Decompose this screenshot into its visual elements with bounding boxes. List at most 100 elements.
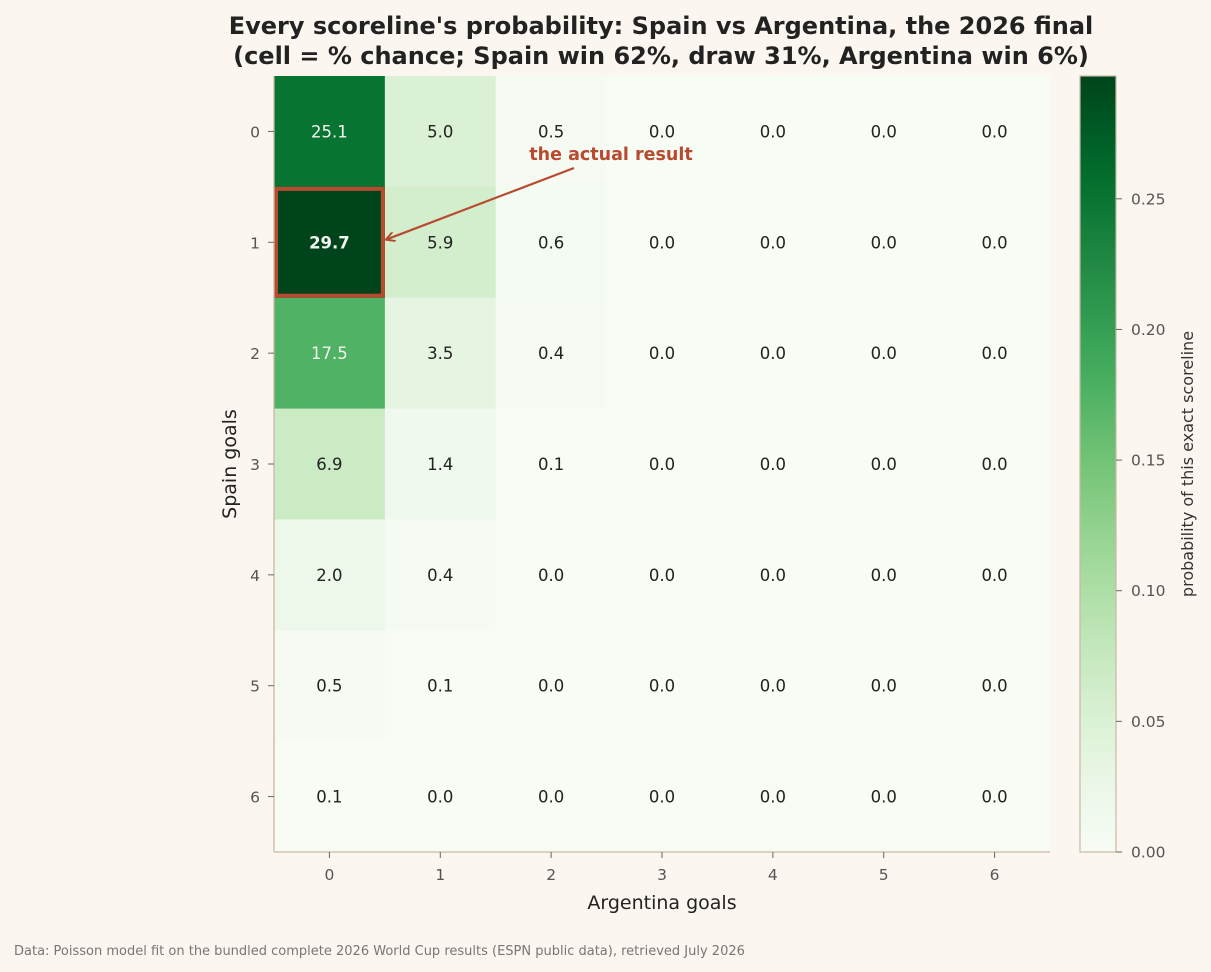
heatmap-cell-r6-c6 — [939, 741, 1051, 853]
heatmap-cell-r3-c3 — [606, 408, 718, 520]
cell-value-r6-c1: 0.0 — [427, 788, 453, 807]
cell-value-r0-c4: 0.0 — [760, 122, 786, 141]
heatmap-cell-r0-c6 — [939, 76, 1051, 188]
colorbar: 0.00 0.05 0.10 0.15 0.20 0.25 probability of … — [1079, 75, 1197, 862]
cell-value-r3-c3: 0.0 — [649, 455, 675, 474]
heatmap-cell-r0-c4 — [717, 76, 829, 188]
cell-value-r2-c5: 0.0 — [871, 344, 897, 363]
heatmap-cell-r3-c1 — [384, 408, 497, 520]
heatmap-cell-r0-c2 — [495, 76, 608, 188]
y-tick-label-3: 3 — [250, 456, 260, 474]
heatmap-cell-r2-c5 — [828, 297, 940, 410]
chart-title-line-2: (cell = % chance; Spain win 62%, draw 31… — [233, 42, 1089, 70]
cell-value-r5-c4: 0.0 — [760, 677, 786, 696]
heatmap-cell-r4-c2 — [495, 519, 608, 631]
cell-value-r4-c4: 0.0 — [760, 566, 786, 585]
y-tick-label-6: 6 — [250, 789, 260, 807]
colorbar-label: probability of this exact scoreline — [1178, 331, 1197, 597]
x-tick-label-5: 5 — [879, 866, 889, 884]
heatmap-cell-r1-c6 — [939, 186, 1051, 299]
cell-value-r2-c2: 0.4 — [538, 344, 564, 363]
cell-value-r3-c6: 0.0 — [981, 455, 1007, 474]
heatmap-cell-r5-c3 — [606, 630, 718, 742]
x-tick-label-6: 6 — [990, 866, 1000, 884]
cell-value-r6-c3: 0.0 — [649, 788, 675, 807]
chart-title-line-1: Every scoreline's probability: Spain vs … — [229, 12, 1094, 40]
heatmap-cell-r5-c6 — [939, 630, 1051, 742]
heatmap-cell-r5-c2 — [495, 630, 608, 742]
heatmap-cell-r4-c6 — [939, 519, 1051, 631]
cell-value-r1-c3: 0.0 — [649, 233, 675, 252]
cell-value-r5-c1: 0.1 — [427, 677, 453, 696]
chart-title: Every scoreline's probability: Spain vs … — [229, 12, 1094, 70]
x-axis-ticks: 0 1 2 3 4 5 6 — [324, 852, 1000, 884]
cell-value-r2-c1: 3.5 — [427, 344, 453, 363]
cell-value-r6-c0: 0.1 — [316, 788, 342, 807]
heatmap-cell-r0-c5 — [828, 76, 940, 188]
cell-value-r0-c3: 0.0 — [649, 122, 675, 141]
cell-value-r2-c0: 17.5 — [311, 344, 348, 363]
cell-value-r5-c0: 0.5 — [316, 677, 342, 696]
cell-value-r4-c2: 0.0 — [538, 566, 564, 585]
cell-value-r5-c2: 0.0 — [538, 677, 564, 696]
x-tick-label-4: 4 — [768, 866, 778, 884]
cell-value-r4-c1: 0.4 — [427, 566, 453, 585]
cell-value-r6-c6: 0.0 — [981, 788, 1007, 807]
cell-value-r2-c3: 0.0 — [649, 344, 675, 363]
heatmap-cell-r6-c3 — [606, 741, 718, 853]
heatmap-cell-r5-c0 — [274, 630, 386, 742]
cell-value-r3-c0: 6.9 — [316, 455, 342, 474]
cell-value-r2-c6: 0.0 — [981, 344, 1007, 363]
cell-value-r5-c3: 0.0 — [649, 677, 675, 696]
heatmap-cell-r2-c3 — [606, 297, 718, 410]
colorbar-tick-label-0.05: 0.05 — [1131, 713, 1166, 731]
heatmap-cell-r5-c4 — [717, 630, 829, 742]
heatmap-cell-r2-c2 — [495, 297, 608, 410]
cell-value-r1-c4: 0.0 — [760, 233, 786, 252]
heatmap-cell-r4-c3 — [606, 519, 718, 631]
highlight-group: the actual result — [274, 145, 693, 298]
y-tick-label-5: 5 — [250, 678, 260, 696]
heatmap-cell-r4-c4 — [717, 519, 829, 631]
y-axis-label: Spain goals — [219, 409, 241, 519]
cell-value-r0-c0: 25.1 — [311, 122, 348, 141]
cell-value-r1-c2: 0.6 — [538, 233, 564, 252]
heatmap-cell-r1-c4 — [717, 186, 829, 299]
data-source-footer: Data: Poisson model fit on the bundled c… — [14, 944, 745, 959]
cell-value-r0-c6: 0.0 — [981, 122, 1007, 141]
heatmap-cell-r3-c5 — [828, 408, 940, 520]
highlight-box — [274, 186, 385, 298]
heatmap-cell-r3-c4 — [717, 408, 829, 520]
heatmap-cell-r0-c1 — [384, 76, 497, 188]
x-tick-label-0: 0 — [324, 866, 334, 884]
heatmap-cell-r1-c3 — [606, 186, 718, 299]
heatmap-cell-r6-c4 — [717, 741, 829, 853]
y-axis-ticks: 0 1 2 3 4 5 6 — [250, 123, 274, 807]
cell-value-r1-c5: 0.0 — [871, 233, 897, 252]
cell-value-r2-c4: 0.0 — [760, 344, 786, 363]
cell-value-r3-c2: 0.1 — [538, 455, 564, 474]
cell-labels: 25.1 5.0 0.5 0.0 0.0 0.0 0.0 29.7 5.9 0.6 0.0 0.0 0.… — [309, 122, 1008, 806]
heatmap-cell-r6-c2 — [495, 741, 608, 853]
y-tick-label-1: 1 — [250, 234, 260, 252]
colorbar-gradient — [1079, 75, 1117, 853]
heatmap-cell-r4-c0 — [274, 519, 386, 631]
cell-value-r1-c0: 29.7 — [309, 233, 350, 252]
cell-value-r5-c5: 0.0 — [871, 677, 897, 696]
y-tick-label-2: 2 — [250, 345, 260, 363]
cell-value-r3-c4: 0.0 — [760, 455, 786, 474]
cell-value-r4-c3: 0.0 — [649, 566, 675, 585]
y-tick-label-0: 0 — [250, 123, 260, 141]
colorbar-tick-label-0.25: 0.25 — [1131, 190, 1166, 208]
cell-value-r6-c2: 0.0 — [538, 788, 564, 807]
y-tick-label-4: 4 — [250, 567, 260, 585]
colorbar-ticks: 0.00 0.05 0.10 0.15 0.20 0.25 — [1116, 190, 1166, 862]
annotation-label: the actual result — [529, 145, 692, 165]
x-tick-label-2: 2 — [546, 866, 556, 884]
cell-value-r3-c5: 0.0 — [871, 455, 897, 474]
heatmap-cell-r4-c5 — [828, 519, 940, 631]
heatmap-cell-r6-c1 — [384, 741, 497, 853]
heatmap-cell-r3-c2 — [495, 408, 608, 520]
